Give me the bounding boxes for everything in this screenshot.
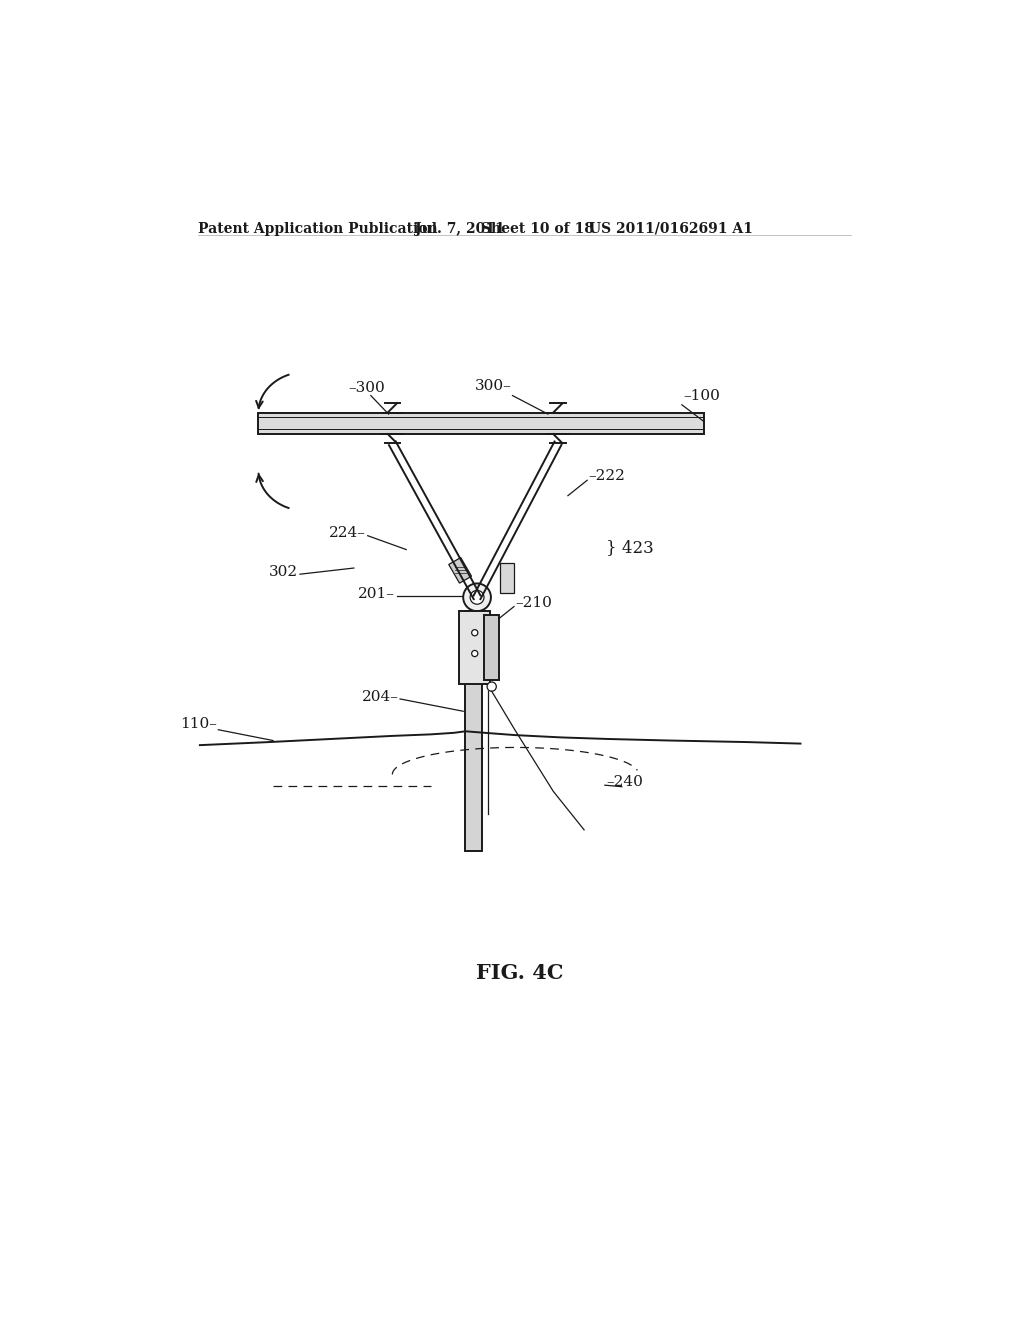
Text: 204–: 204– — [361, 690, 398, 705]
Circle shape — [472, 651, 478, 656]
Text: Patent Application Publication: Patent Application Publication — [199, 222, 438, 235]
Text: –222: –222 — [589, 469, 626, 483]
Text: 224–: 224– — [330, 527, 367, 540]
Bar — [465, 611, 481, 851]
Text: } 423: } 423 — [606, 539, 654, 556]
Text: –300: –300 — [348, 381, 385, 395]
Text: 302: 302 — [269, 565, 298, 579]
Text: 110–: 110– — [180, 717, 217, 731]
Text: FIG. 4C: FIG. 4C — [476, 964, 563, 983]
Bar — [449, 557, 471, 583]
Circle shape — [487, 682, 497, 692]
Bar — [460, 611, 490, 684]
Text: –240: –240 — [606, 775, 643, 789]
Text: US 2011/0162691 A1: US 2011/0162691 A1 — [589, 222, 753, 235]
Text: 201–: 201– — [357, 587, 394, 601]
Bar — [258, 413, 705, 434]
Text: –100: –100 — [683, 388, 720, 403]
Text: 300–: 300– — [475, 379, 512, 393]
Circle shape — [463, 583, 490, 611]
Circle shape — [470, 590, 484, 605]
Text: Jul. 7, 2011: Jul. 7, 2011 — [416, 222, 505, 235]
Bar — [484, 615, 500, 681]
Text: –210: –210 — [515, 597, 552, 610]
Text: Sheet 10 of 18: Sheet 10 of 18 — [481, 222, 594, 235]
Circle shape — [472, 630, 478, 636]
Bar — [500, 562, 514, 594]
